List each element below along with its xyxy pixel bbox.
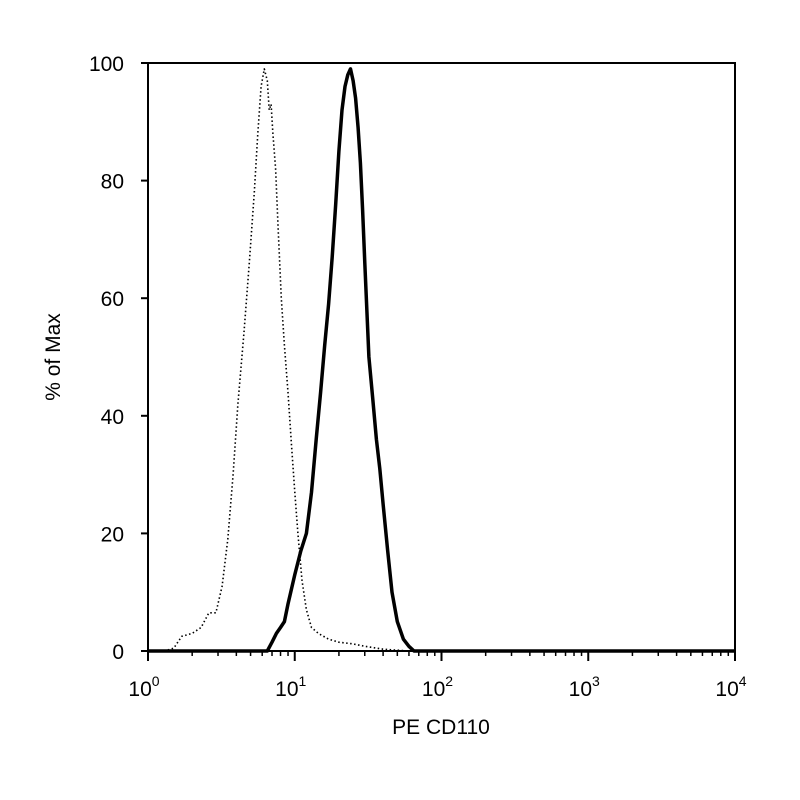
y-axis-title: % of Max — [42, 313, 65, 401]
x-tick-exponent: 1 — [299, 673, 307, 689]
y-tick-label: 40 — [101, 406, 124, 429]
y-tick-label: 60 — [101, 288, 124, 311]
y-tick-label: 80 — [101, 171, 124, 194]
x-tick-label: 102 — [422, 673, 453, 701]
series-cd110-solid — [148, 67, 735, 653]
x-tick-base: 10 — [569, 678, 592, 701]
x-tick-exponent: 3 — [592, 673, 600, 689]
x-axis-title: PE CD110 — [392, 716, 490, 739]
series-layer — [148, 67, 735, 653]
x-tick-base: 10 — [275, 678, 298, 701]
x-tick-label: 100 — [128, 673, 159, 701]
plot-frame — [147, 62, 736, 652]
x-tick-label: 101 — [275, 673, 306, 701]
x-tick-base: 10 — [422, 678, 445, 701]
x-tick-base: 10 — [715, 678, 738, 701]
x-tick-base: 10 — [128, 678, 151, 701]
x-tick-label: 103 — [569, 673, 600, 701]
y-tick-label: 20 — [101, 523, 124, 546]
x-tick-exponent: 0 — [152, 673, 160, 689]
x-tick-exponent: 2 — [445, 673, 453, 689]
x-tick-exponent: 4 — [739, 673, 747, 689]
y-tick-label: 0 — [112, 641, 124, 664]
x-tick-label: 104 — [715, 673, 746, 701]
y-tick-label: 100 — [89, 53, 124, 76]
